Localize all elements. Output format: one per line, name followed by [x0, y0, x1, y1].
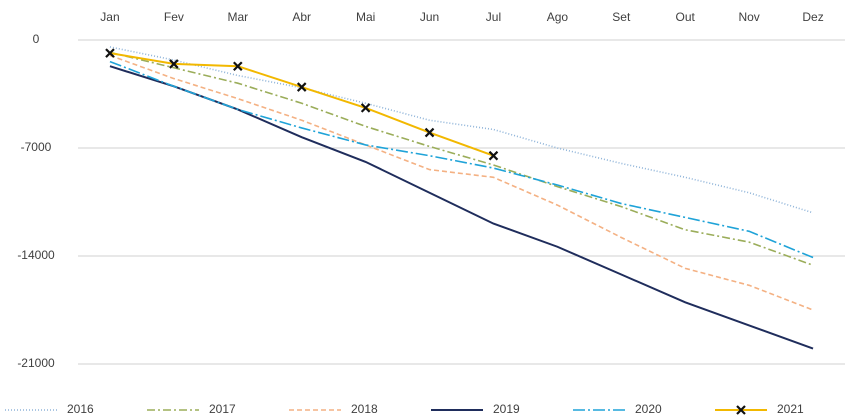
marker: [424, 127, 435, 138]
legend-label: 2019: [493, 402, 520, 416]
x-tick-label: Set: [612, 10, 631, 24]
legend-label: 2018: [351, 402, 378, 416]
y-tick-label: -14000: [17, 248, 55, 262]
x-tick-label: Jan: [100, 10, 119, 24]
x-tick-label: Jun: [420, 10, 439, 24]
marker: [488, 150, 499, 161]
y-tick-label: 0: [33, 32, 40, 46]
x-tick-label: Mar: [227, 10, 248, 24]
marker: [169, 59, 179, 69]
x-tick-label: Nov: [738, 10, 759, 24]
x-tick-label: Out: [676, 10, 696, 24]
series-line: [109, 54, 814, 311]
x-tick-label: Abr: [292, 10, 311, 24]
y-tick-label: -7000: [21, 140, 52, 154]
legend-label: 2020: [635, 402, 662, 416]
series-line: [109, 65, 814, 350]
marker: [360, 103, 371, 113]
x-tick-label: Jul: [486, 10, 501, 24]
marker: [233, 61, 243, 72]
marker: [105, 48, 115, 58]
series-line: [109, 52, 494, 157]
legend-label: 2021: [777, 402, 804, 416]
legend-label: 2016: [67, 402, 94, 416]
x-tick-label: Dez: [802, 10, 823, 24]
series-line: [109, 51, 814, 267]
x-tick-label: Fev: [164, 10, 184, 24]
series-line: [109, 46, 814, 214]
x-tick-label: Ago: [547, 10, 569, 24]
marker: [736, 405, 746, 415]
marker: [296, 82, 307, 92]
legend-label: 2017: [209, 402, 236, 416]
y-tick-label: -21000: [17, 356, 55, 370]
series-line: [109, 60, 814, 259]
x-tick-label: Mai: [356, 10, 375, 24]
